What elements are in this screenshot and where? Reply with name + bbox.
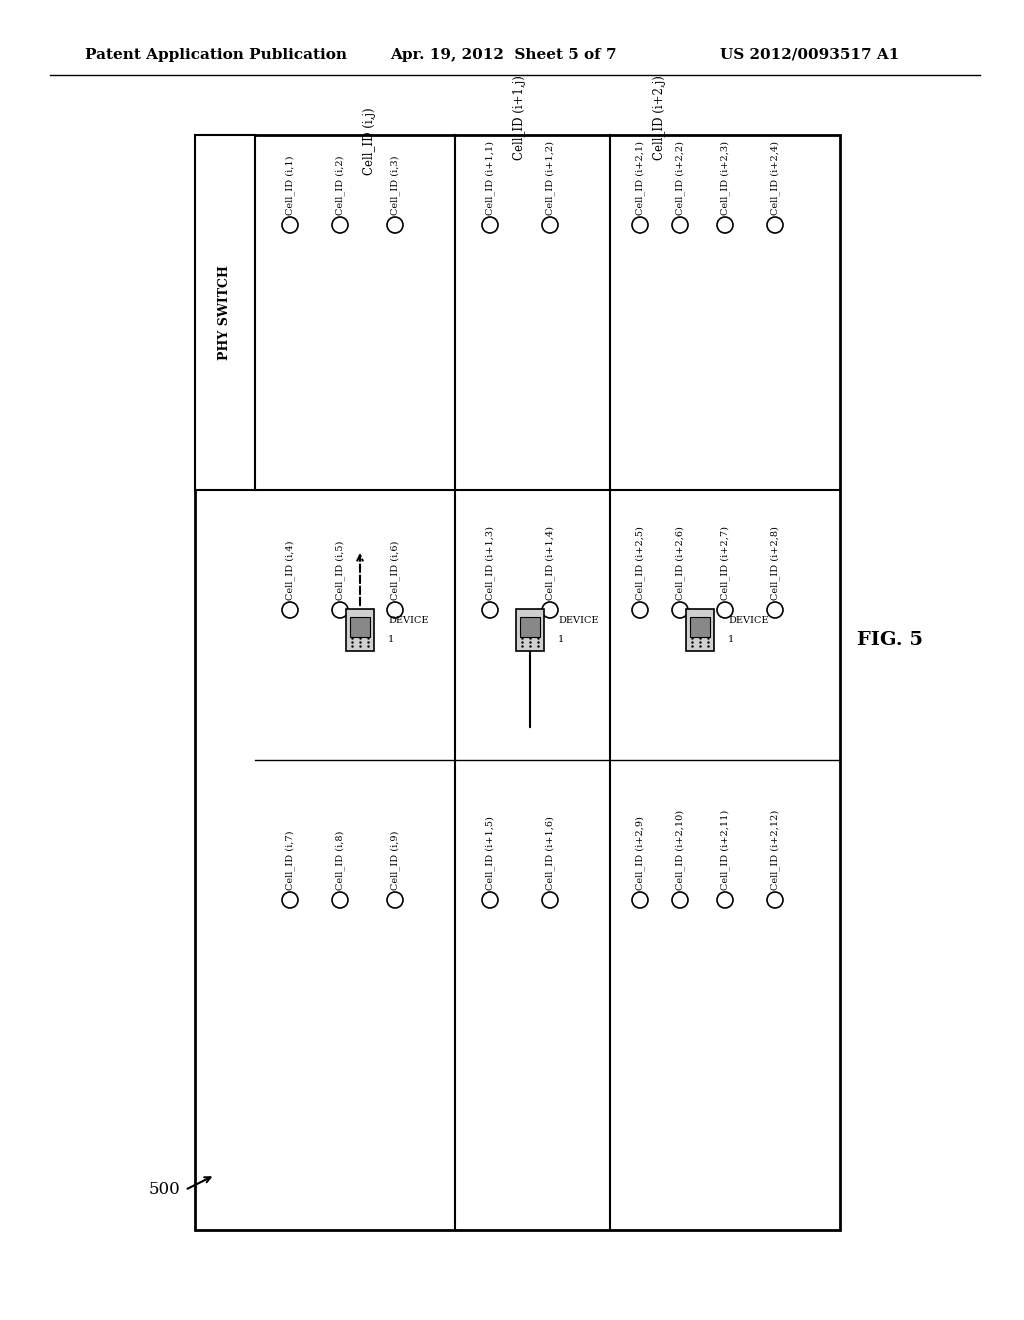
- Text: Cell_ID (i+2,7): Cell_ID (i+2,7): [720, 525, 730, 601]
- Text: PHY SWITCH: PHY SWITCH: [218, 265, 231, 360]
- Text: Cell_ID (i+1,j): Cell_ID (i+1,j): [513, 75, 526, 160]
- Text: Cell_ID (i+2,2): Cell_ID (i+2,2): [675, 141, 685, 215]
- Text: FIG. 5: FIG. 5: [857, 631, 923, 649]
- Text: Cell_ID (i+2,4): Cell_ID (i+2,4): [770, 141, 780, 215]
- Text: Cell_ID (i+1,4): Cell_ID (i+1,4): [545, 525, 555, 601]
- Text: 1: 1: [728, 635, 734, 644]
- Text: Cell_ID (i+2,8): Cell_ID (i+2,8): [770, 527, 780, 601]
- Text: Cell_ID (i,4): Cell_ID (i,4): [285, 540, 295, 601]
- Text: Cell_ID (i+2,5): Cell_ID (i+2,5): [635, 527, 645, 601]
- Text: Cell_ID (i+1,2): Cell_ID (i+1,2): [545, 141, 555, 215]
- Bar: [346, 609, 374, 651]
- Text: Cell_ID (i+2,j): Cell_ID (i+2,j): [653, 75, 667, 160]
- Text: Cell_ID (i+2,11): Cell_ID (i+2,11): [720, 809, 730, 890]
- Text: Cell_ID (i+2,9): Cell_ID (i+2,9): [635, 816, 645, 890]
- Text: DEVICE: DEVICE: [558, 616, 598, 624]
- Bar: [195, 135, 255, 490]
- Text: Cell_ID (i,1): Cell_ID (i,1): [285, 156, 295, 215]
- Text: Cell_ID (i,6): Cell_ID (i,6): [390, 541, 400, 601]
- Text: Cell_ID (i,7): Cell_ID (i,7): [285, 830, 295, 890]
- Text: DEVICE: DEVICE: [388, 616, 428, 624]
- Text: Cell_ID (i+2,1): Cell_ID (i+2,1): [635, 141, 645, 215]
- Text: Apr. 19, 2012  Sheet 5 of 7: Apr. 19, 2012 Sheet 5 of 7: [390, 48, 616, 62]
- Bar: [195, 135, 840, 1230]
- Text: Cell_ID (i,2): Cell_ID (i,2): [335, 156, 345, 215]
- Text: Cell_ID (i,8): Cell_ID (i,8): [335, 830, 345, 890]
- Text: Cell_ID (i,j): Cell_ID (i,j): [364, 107, 377, 176]
- Text: Cell_ID (i,5): Cell_ID (i,5): [335, 541, 345, 601]
- Text: Cell_ID (i+1,1): Cell_ID (i+1,1): [485, 141, 495, 215]
- Bar: [520, 616, 540, 638]
- Text: 500: 500: [150, 1181, 181, 1199]
- Text: 1: 1: [388, 635, 394, 644]
- Text: 1: 1: [558, 635, 564, 644]
- Text: Cell_ID (i+2,6): Cell_ID (i+2,6): [675, 527, 685, 601]
- Text: Cell_ID (i,9): Cell_ID (i,9): [390, 830, 400, 890]
- Text: Cell_ID (i+2,10): Cell_ID (i+2,10): [675, 810, 685, 890]
- Text: Cell_ID (i,3): Cell_ID (i,3): [390, 156, 400, 215]
- Text: Cell_ID (i+1,3): Cell_ID (i+1,3): [485, 525, 495, 601]
- Text: Cell_ID (i+1,5): Cell_ID (i+1,5): [485, 816, 495, 890]
- Text: Cell_ID (i+2,3): Cell_ID (i+2,3): [720, 141, 730, 215]
- Text: US 2012/0093517 A1: US 2012/0093517 A1: [720, 48, 899, 62]
- Text: Cell_ID (i+2,12): Cell_ID (i+2,12): [770, 809, 780, 890]
- Bar: [690, 616, 710, 638]
- Text: DEVICE: DEVICE: [728, 616, 768, 624]
- Bar: [350, 616, 370, 638]
- Text: Patent Application Publication: Patent Application Publication: [85, 48, 347, 62]
- Bar: [516, 609, 544, 651]
- Bar: [686, 609, 714, 651]
- Text: Cell_ID (i+1,6): Cell_ID (i+1,6): [545, 816, 555, 890]
